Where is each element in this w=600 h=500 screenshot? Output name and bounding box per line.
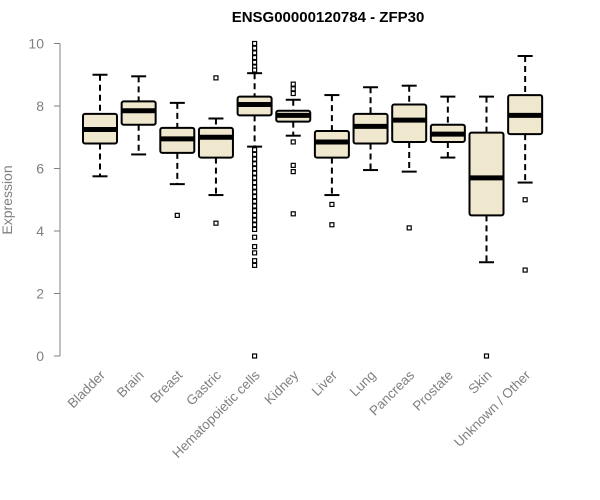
outlier-point bbox=[290, 81, 296, 87]
outlier-point bbox=[252, 40, 258, 47]
x-tick-label: Bladder bbox=[65, 367, 109, 411]
outlier-point bbox=[290, 86, 296, 92]
outlier-point bbox=[252, 203, 258, 209]
outlier-point bbox=[252, 147, 258, 153]
outlier-point bbox=[213, 75, 219, 81]
box-bladder bbox=[82, 73, 118, 178]
box-prostate bbox=[429, 95, 466, 159]
outlier-point bbox=[252, 54, 258, 61]
x-tick-label: Prostate bbox=[410, 368, 456, 414]
outlier-point bbox=[252, 262, 258, 268]
outlier-point bbox=[252, 189, 258, 195]
outlier-point bbox=[252, 258, 258, 264]
box-brain bbox=[120, 75, 157, 156]
outlier-point bbox=[252, 353, 258, 359]
outlier-point bbox=[290, 162, 296, 168]
y-axis-label: Expression bbox=[0, 165, 15, 234]
outlier-point bbox=[252, 59, 258, 65]
y-axis: 0 2 4 6 8 10 bbox=[28, 36, 61, 364]
box-kidney bbox=[275, 81, 312, 217]
outlier-point bbox=[252, 208, 258, 214]
outlier-point bbox=[406, 225, 412, 231]
outlier-point bbox=[213, 220, 219, 226]
outlier-point bbox=[252, 212, 258, 218]
outlier-point bbox=[252, 234, 258, 240]
outlier-point bbox=[290, 139, 296, 145]
box-hematopoietic-cells bbox=[236, 40, 273, 359]
x-tick-label: Skin bbox=[465, 368, 494, 397]
x-tick-label: Lung bbox=[347, 368, 379, 400]
box-pancreas bbox=[391, 84, 428, 231]
box-iqr bbox=[468, 131, 505, 217]
box-skin bbox=[468, 95, 505, 359]
outlier-point bbox=[252, 194, 258, 200]
outlier-point bbox=[522, 267, 528, 273]
x-tick-label: Liver bbox=[309, 367, 341, 399]
outlier-point bbox=[252, 250, 258, 256]
y-tick-label: 0 bbox=[36, 348, 44, 364]
box-gastric bbox=[197, 75, 234, 226]
y-tick-label: 4 bbox=[36, 223, 44, 239]
outlier-point bbox=[522, 197, 528, 203]
outlier-point bbox=[252, 184, 258, 190]
outlier-point bbox=[252, 198, 258, 204]
outlier-point bbox=[252, 222, 258, 228]
outlier-point bbox=[252, 151, 258, 158]
outlier-point bbox=[252, 226, 258, 233]
box-breast bbox=[159, 101, 196, 218]
outlier-point bbox=[252, 156, 258, 162]
y-tick-label: 6 bbox=[36, 161, 44, 177]
outlier-point bbox=[252, 244, 258, 250]
outlier-point bbox=[174, 212, 180, 218]
outlier-point bbox=[329, 201, 335, 208]
outlier-point bbox=[252, 175, 258, 181]
outlier-point bbox=[290, 90, 296, 97]
boxes bbox=[82, 40, 544, 359]
outlier-point bbox=[252, 179, 258, 186]
y-tick-label: 10 bbox=[28, 36, 44, 52]
outlier-point bbox=[483, 353, 490, 359]
outlier-point bbox=[252, 170, 258, 176]
x-tick-label: Kidney bbox=[262, 367, 302, 407]
outlier-point bbox=[290, 211, 296, 217]
outlier-point bbox=[252, 50, 258, 56]
x-tick-label: Brain bbox=[114, 368, 147, 401]
box-unknown-other bbox=[507, 55, 544, 273]
box-liver bbox=[313, 94, 350, 228]
outlier-point bbox=[290, 169, 296, 175]
outlier-point bbox=[252, 165, 258, 172]
outlier-point bbox=[252, 217, 258, 223]
outlier-point bbox=[329, 222, 335, 228]
y-tick-label: 2 bbox=[36, 286, 44, 302]
x-tick-label: Breast bbox=[147, 367, 185, 405]
box-lung bbox=[352, 86, 389, 172]
chart-title: ENSG00000120784 - ZFP30 bbox=[232, 9, 425, 26]
outlier-point bbox=[252, 67, 258, 73]
box-iqr bbox=[197, 126, 234, 159]
box-iqr bbox=[391, 103, 428, 143]
y-tick-label: 8 bbox=[36, 98, 44, 114]
outlier-point bbox=[252, 45, 258, 51]
outlier-point bbox=[252, 161, 258, 167]
